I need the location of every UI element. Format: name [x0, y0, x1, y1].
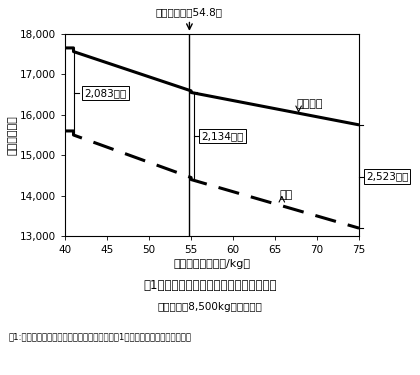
X-axis label: 配合飼料価格（円/kg）: 配合飼料価格（円/kg）: [173, 260, 251, 270]
Text: 注1:経営計画モデルを用いて、配合飼料価格を1円ごとに変動させて行った。: 注1:経営計画モデルを用いて、配合飼料価格を1円ごとに変動させて行った。: [8, 332, 192, 341]
Text: 舎飼: 舎飼: [279, 190, 293, 200]
Text: 現行の価格＝54.8円: 現行の価格＝54.8円: [156, 7, 223, 17]
Y-axis label: 所得（千円）: 所得（千円）: [7, 115, 17, 155]
Text: 2,523千円: 2,523千円: [366, 171, 408, 182]
Text: （個体乳量8,500kgでの試算）: （個体乳量8,500kgでの試算）: [158, 302, 262, 312]
Text: 集約放牧: 集約放牧: [296, 99, 323, 109]
Text: 2,083千円: 2,083千円: [84, 88, 127, 98]
Text: 2,134千円: 2,134千円: [201, 131, 244, 141]
Text: 図1　配合飼料価格の変化に伴う所得比較: 図1 配合飼料価格の変化に伴う所得比較: [143, 279, 277, 292]
